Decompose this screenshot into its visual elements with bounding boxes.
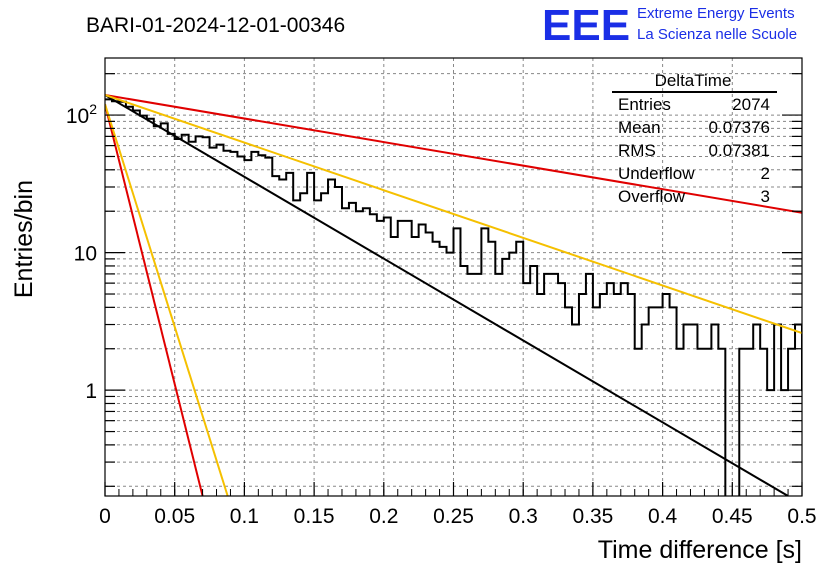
x-tick-label: 0.4 [648,505,678,528]
chart-title: BARI-01-2024-12-01-00346 [86,14,345,37]
grid [105,58,802,496]
y-tick-label: 10 [74,243,97,266]
stats-value: 3 [761,187,770,206]
fit-line-2 [105,93,802,214]
x-tick-label: 0.2 [369,505,398,528]
x-tick-label: 0.45 [712,505,753,528]
x-tick-label: 0.05 [154,505,195,528]
axes [104,57,803,497]
fit-line-5 [105,103,229,496]
eee-logo-line1: Extreme Energy Events [637,5,795,22]
x-tick-label: 0.35 [572,505,613,528]
fit-line-1 [105,94,789,496]
x-tick-label: 0.5 [787,505,816,528]
stats-value: 0.07381 [709,141,770,160]
stats-label: Mean [618,118,661,137]
eee-logo: EEE Extreme Energy Events La Scienza nel… [542,1,797,50]
x-tick-label: 0.15 [294,505,335,528]
eee-logo-line2: La Scienza nelle Scuole [637,26,797,43]
stats-label: Entries [618,95,671,114]
x-tick-label: 0.25 [433,505,474,528]
x-tick-labels: 0 0.05 0.1 0.15 0.2 0.25 0.3 0.35 0.4 0.45 0.5 [99,505,816,528]
stats-label: Overflow [618,187,686,206]
fit-lines [105,93,802,496]
y-tick-label: 1 [85,380,97,403]
stats-label: RMS [618,141,656,160]
stats-value: 2 [761,164,770,183]
y-tick-labels: 1 10 102 [66,101,97,403]
stats-value: 2074 [732,95,770,114]
x-tick-label: 0.1 [230,505,259,528]
fit-line-3 [105,94,802,335]
x-tick-label: 0.3 [509,505,538,528]
x-axis-label: Time difference [s] [598,536,802,564]
stats-title: DeltaTime [655,71,732,90]
stats-value: 0.07376 [709,118,770,137]
fit-line-4 [105,103,204,496]
x-tick-label: 0 [99,505,111,528]
stats-box: DeltaTime Entries 2074 Mean 0.07376 RMS 0.073… [612,71,777,206]
eee-logo-text: EEE [542,1,630,50]
y-tick-label: 102 [66,101,97,128]
y-axis-label: Entries/bin [10,180,38,298]
stats-label: Underflow [618,164,695,183]
